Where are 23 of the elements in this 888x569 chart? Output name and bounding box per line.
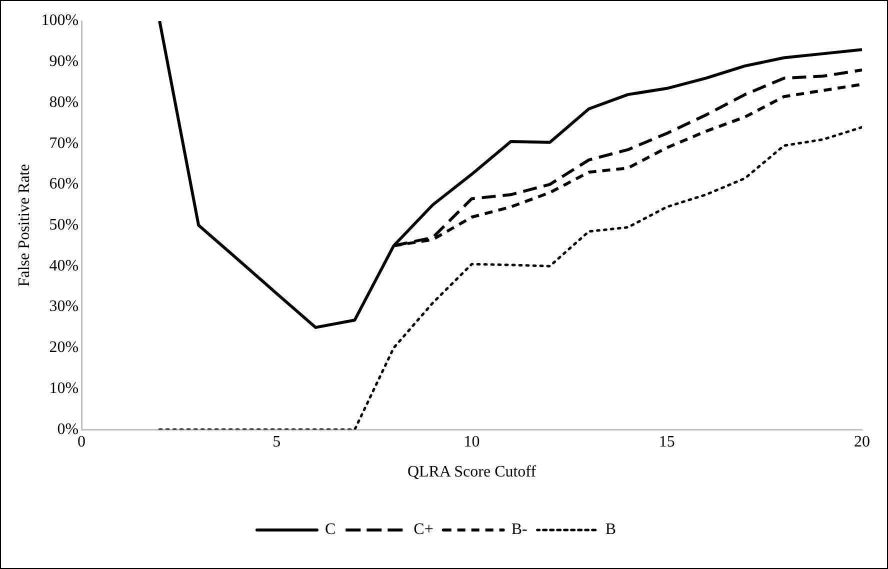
- line-series: [158, 126, 862, 430]
- legend-label: C: [324, 521, 336, 538]
- y-tick-label: 20%: [49, 339, 79, 356]
- y-tick-label: 90%: [49, 53, 79, 70]
- y-tick-label: 30%: [49, 298, 79, 316]
- y-axis-title: False Positive Rate: [16, 164, 33, 287]
- legend-label: B-: [511, 521, 528, 538]
- y-tick-label: 0%: [57, 420, 79, 438]
- y-tick-label: 70%: [49, 134, 79, 152]
- y-tick-label: 50%: [49, 216, 79, 234]
- y-tick-label: 40%: [49, 257, 79, 274]
- x-tick-label: 10: [464, 433, 480, 450]
- legend-label: C+: [414, 521, 434, 538]
- y-tick-label: 100%: [41, 12, 79, 30]
- y-tick-label: 60%: [49, 176, 79, 193]
- legend-label: B: [605, 521, 616, 538]
- x-axis-title: QLRA Score Cutoff: [407, 464, 537, 481]
- x-tick-label: 5: [272, 433, 281, 450]
- y-tick-label: 10%: [49, 380, 79, 397]
- y-tick-label: 80%: [49, 94, 79, 111]
- x-tick-label: 0: [78, 433, 86, 450]
- x-tick-label: 15: [658, 433, 675, 450]
- x-tick-label: 20: [854, 433, 870, 450]
